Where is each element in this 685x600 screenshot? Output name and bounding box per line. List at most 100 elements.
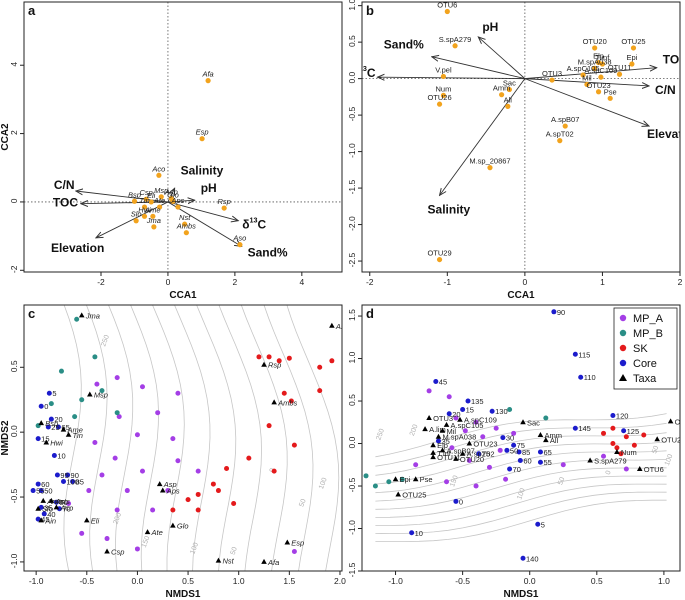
species-point [580,72,586,78]
x-tick-label-b: -2 [366,277,374,287]
sample-point-core [41,511,47,517]
species-point [436,256,443,263]
sample-point-sk [641,432,647,438]
taxa-label: All [550,436,559,445]
panel-letter-d: d [366,306,374,321]
species-label: T.inf [596,53,611,62]
env-arrow [378,77,525,78]
sample-point-mp-a [139,384,145,390]
sample-point-sk [317,388,323,394]
depth-contour [218,305,262,571]
species-label: Aps [171,196,185,205]
species-point [444,8,450,15]
sample-point-mp-b [99,388,105,394]
species-point [141,204,148,210]
sample-point-core [435,438,441,444]
sample-point-core [433,378,439,384]
taxa-label: OTU26 [661,435,685,444]
sample-depth-label: 55 [36,487,44,496]
taxa-marker [466,440,473,446]
sample-point-mp-a [175,390,181,396]
sample-depth-label: 50 [510,446,518,455]
taxa-marker [261,558,267,564]
contour-label: 250 [375,428,386,441]
y-tick-label-d: -0.5 [347,477,357,492]
species-point [151,224,157,230]
depth-contour [375,441,667,485]
species-label: Hwi [138,205,151,214]
sample-depth-label: 20 [54,415,62,424]
species-point [158,194,164,200]
sample-depth-label: 95 [60,471,68,480]
sample-depth-label: 80 [59,498,67,507]
sample-point-mp-a [560,462,566,468]
x-tick-label-a: 2 [233,277,238,287]
species-point [452,43,458,49]
sample-point-core [35,481,41,487]
legend-marker-sk [619,344,627,352]
depth-contour [240,305,288,571]
plot-frame-a [23,1,343,273]
plot-area-c: 2502001501005005010050202565151095901008… [30,305,342,571]
legend-marker-core [619,359,627,367]
y-tick-label-b: -0.5 [347,107,357,122]
taxa-marker [60,426,67,432]
species-label: Csp [140,188,153,197]
env-arrow-label: Salinity [428,202,471,216]
sample-point-core [610,412,616,418]
y-tick-label-d: 1.0 [347,351,357,363]
sample-point-mp-a [453,415,459,421]
species-point [205,78,211,84]
contour-label: 50 [230,546,239,556]
y-axis-label-a: CCA2 [0,123,11,151]
species-point [487,165,493,171]
taxa-label: Sac [527,418,540,427]
sample-point-mp-a [473,483,479,489]
species-point [499,92,505,98]
species-point [599,61,606,67]
x-tick-label-c: 0.0 [132,576,144,586]
x-tick-label-d: 0.5 [591,576,603,586]
species-label: A.spC105 [567,64,600,73]
species-point [143,196,149,202]
env-arrow [167,201,242,246]
species-point [592,65,598,72]
sample-point-core [453,498,459,504]
sample-point-mp-a [601,453,607,459]
sample-depth-label: 40 [47,510,55,519]
sample-point-mp-a [139,468,145,474]
sample-point-core [53,499,59,505]
species-label: A.spT02 [546,130,574,139]
y-tick-label-c: 0.0 [9,425,19,437]
species-point [199,136,205,142]
sample-point-core [572,425,578,431]
species-point [630,45,637,51]
species-point [221,205,227,211]
sample-depth-label: 85 [76,477,84,486]
taxa-label: A.lim [429,425,446,434]
species-label: Aco [151,164,165,173]
species-point [549,77,555,83]
taxa-marker [271,399,277,405]
species-label: Nst [179,213,191,222]
y-tick-label-c: -1.0 [9,553,19,568]
taxa-marker [439,427,446,433]
y-tick-label-b: -1.0 [347,143,357,158]
species-label: OTU6 [437,0,457,9]
depth-contour [375,432,667,476]
sample-point-sk [614,445,620,451]
sample-depth-label: 20 [452,410,460,419]
taxa-label: Asp [163,480,177,489]
species-label: Rsp [218,197,231,206]
y-tick-label-b: -2.5 [347,252,357,267]
sample-point-core [446,411,452,417]
depth-contour [375,499,667,542]
sample-point-mp-a [150,507,156,513]
species-label: Asp [164,188,178,197]
species-label: M.spA038 [578,57,612,66]
taxa-marker [156,481,163,487]
x-axis-label-c: NMDS1 [165,589,200,600]
x-tick-label-d: -0.5 [455,576,470,586]
x-tick-label-b: -1 [444,277,452,287]
